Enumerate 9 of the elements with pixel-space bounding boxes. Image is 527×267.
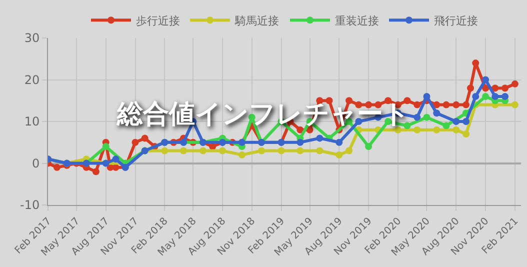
y-tick-label: 0	[32, 156, 40, 170]
y-tick-label: 10	[24, 114, 40, 129]
legend-label: 飛行近接	[434, 14, 478, 28]
legend-label: 騎馬近接	[234, 14, 279, 28]
legend-label: 重装近接	[335, 14, 379, 28]
y-tick-label: -10	[20, 198, 40, 212]
legend-label: 歩行近接	[136, 14, 180, 28]
y-tick-label: 20	[24, 72, 40, 87]
y-tick-label: 30	[24, 31, 40, 46]
